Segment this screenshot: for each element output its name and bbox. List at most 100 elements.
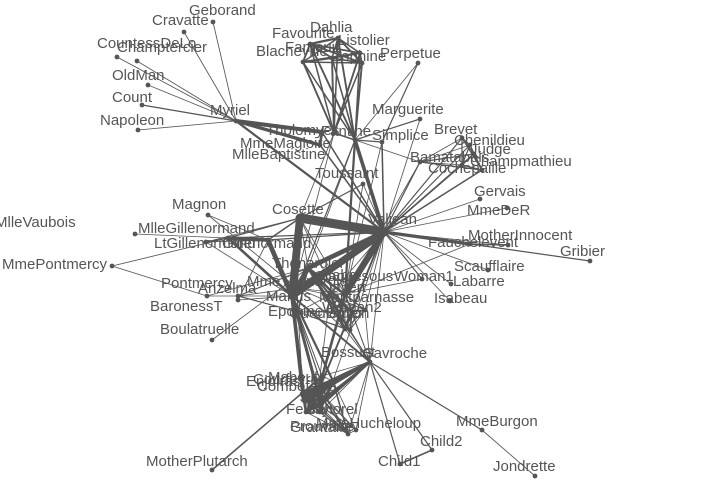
node-label-dahlia: Dahlia [310, 19, 353, 36]
node-label-favourite: Favourite [272, 25, 335, 42]
node-label-woman1: Woman1 [394, 268, 454, 285]
edge-montparnasse-claquesous [329, 294, 366, 311]
edge-ltgillenormand-gillenormand [205, 239, 269, 243]
edge-montparnasse-eponine [297, 309, 366, 313]
edge-thenardier-fantine [307, 139, 356, 269]
edge-woman1-javert [344, 278, 423, 295]
node-label-fauchelevent: Fauchelevent [428, 234, 519, 251]
node-label-magnon: Magnon [172, 196, 226, 213]
edge-fantine-valjean [353, 138, 386, 234]
edge-mmepontmercy-pontmercy [111, 265, 208, 297]
node-woman1 [419, 276, 425, 282]
node-label-geborand: Geborand [189, 2, 256, 19]
node-woman2 [337, 303, 343, 309]
node-enjolras [315, 389, 321, 395]
node-label-listolier: Listolier [338, 32, 390, 49]
node-labarre [448, 281, 454, 287]
node-label-simplice: Simplice [372, 127, 429, 144]
node-valjean [381, 229, 387, 235]
edge-blacheville-dahlia [302, 37, 339, 63]
edge-marius-gillenormand [265, 237, 295, 299]
edge-montparnasse-valjean [364, 231, 385, 311]
edge-judge-bamatabois [419, 153, 475, 163]
node-label-marius: Marius [266, 288, 311, 305]
edge-anzelma-eponine [237, 295, 299, 313]
node-label-javert: Javert [325, 279, 367, 296]
node-mmethenardier [294, 285, 300, 291]
node-mmemagloire [319, 129, 325, 135]
node-marguerite [417, 116, 423, 122]
edge-claquesous-eponine [297, 294, 331, 313]
node-zephine [359, 60, 365, 66]
edge-myriel-countessdelo [116, 56, 237, 122]
node-motherplutarch [209, 467, 215, 473]
edge-blacheville-fantine [302, 61, 356, 141]
node-fantine [352, 137, 358, 143]
node-tholomyes [331, 130, 337, 136]
edge-mllevaubois-mllegillenormand [134, 233, 229, 239]
node-mmeburgon [479, 427, 485, 433]
node-fameuil [329, 55, 335, 61]
edge-mmeburgon-jondrette [481, 429, 536, 477]
node-label-boulatruelle: Boulatruelle [160, 321, 239, 338]
node-label-bahorel: Bahorel [306, 401, 358, 418]
edge-cochepaille-chenildieu [461, 144, 471, 166]
edge-brujon-gavroche [349, 329, 371, 363]
node-label-courfeyrac: Courfeyrac [253, 371, 327, 388]
node-boulatruelle [209, 337, 215, 343]
edge-myriel-count [141, 104, 237, 122]
edge-marius-gavroche [291, 295, 371, 363]
node-label-mmeburgon: MmeBurgon [456, 413, 538, 430]
node-label-gueulemer: Gueulemer [289, 305, 363, 322]
edge-blacheville-favourite [302, 43, 311, 63]
node-simplice [379, 139, 385, 145]
node-label-cravatte: Cravatte [152, 12, 209, 29]
node-champmathieu [479, 167, 485, 173]
edge-grantaire-bossuet [332, 380, 349, 435]
edge-marius-thenardier [291, 267, 309, 297]
node-label-oldman: OldMan [112, 67, 165, 84]
node-label-champmathieu: Champmathieu [470, 153, 572, 170]
node-gribier [587, 258, 593, 264]
edge-courfeyrac-eponine [297, 311, 304, 395]
edge-cochepaille-bamatabois [419, 161, 463, 166]
node-label-myriel: Myriel [210, 102, 250, 119]
node-label-champtercier: Champtercier [117, 39, 207, 56]
node-label-babet: Babet [322, 267, 362, 284]
edge-marius-ltgillenormand [205, 241, 293, 297]
node-mllevaubois [132, 231, 138, 237]
node-label-napoleon: Napoleon [100, 112, 164, 129]
node-cochepaille [459, 162, 465, 168]
edge-favourite-zephine [309, 43, 363, 64]
edge-joly-bossuet [324, 379, 335, 400]
edge-bamatabois-fantine [354, 139, 421, 163]
edge-perpetue-fantine [354, 62, 419, 141]
edge-joly-gavroche [325, 361, 371, 399]
edge-mmehucheloup-bossuet [332, 380, 357, 431]
edge-child1-gavroche [369, 361, 401, 465]
node-label-labarre: Labarre [453, 273, 505, 290]
node-label-gribier: Gribier [560, 243, 605, 260]
node-feuilly [303, 409, 309, 415]
node-toussaint [360, 181, 366, 187]
node-mabeuf [319, 373, 325, 379]
edge-valjean-gervais [383, 198, 481, 233]
node-gavroche [367, 359, 373, 365]
node-label-bamatabois: Bamatabois [410, 149, 489, 166]
edge-javert-cosette [299, 217, 346, 295]
edge-brujon-thenardier [307, 267, 351, 331]
node-thenardier [305, 265, 311, 271]
edge-courfeyrac-marius [290, 294, 305, 396]
node-label-mmeder: MmeDeR [467, 202, 531, 219]
node-chenildieu [467, 142, 473, 148]
edge-dahlia-fantine [337, 37, 356, 141]
node-label-mllebaptistine: MlleBaptistine [232, 146, 325, 163]
node-gervais [477, 196, 483, 202]
node-magnon [205, 212, 211, 218]
node-mllegillenormand [225, 235, 231, 241]
node-oldman [145, 82, 151, 88]
node-eponine [295, 309, 301, 315]
node-mmeder [504, 205, 510, 211]
node-label-joly: Joly [300, 389, 327, 406]
